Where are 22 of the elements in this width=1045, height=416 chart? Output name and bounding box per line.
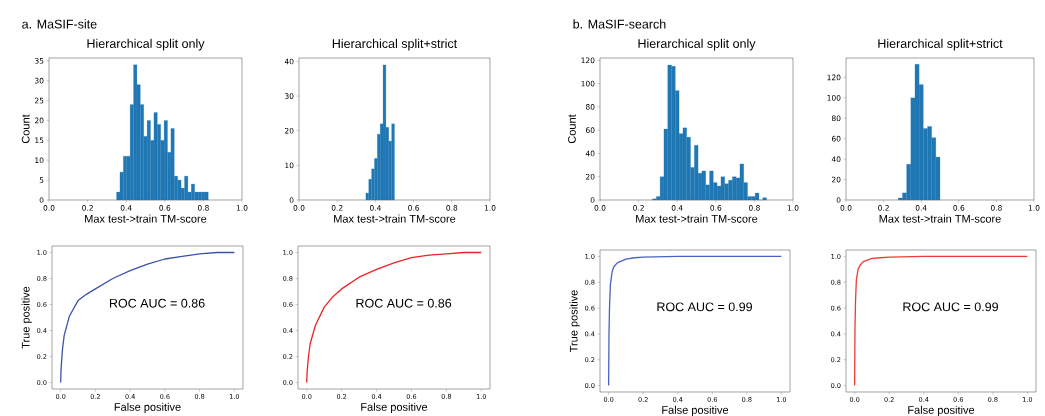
annotation: ROC AUC = 0.99 xyxy=(903,302,999,312)
x-axis-title: Max test->train TM-score xyxy=(85,214,207,223)
x-axis-title: Max test->train TM-score xyxy=(879,214,1001,223)
annotation: ROC AUC = 0.86 xyxy=(109,298,205,308)
x-axis-title: False positive xyxy=(662,405,729,416)
chart-title: Hierarchical split only xyxy=(87,38,205,51)
x-axis-title: Max test->train TM-score xyxy=(334,214,456,223)
x-axis-title: False positive xyxy=(908,405,975,416)
annotation: ROC AUC = 0.99 xyxy=(657,302,753,312)
text: b. MaSIF-search xyxy=(573,19,666,29)
chart-title: Hierarchical split+strict xyxy=(878,38,1003,51)
y-axis-title: True positive xyxy=(21,286,32,349)
chart-title: Hierarchical split only xyxy=(638,38,756,51)
y-axis-title: Count xyxy=(21,114,30,144)
x-axis-title: False positive xyxy=(114,402,181,414)
x-axis-title: False positive xyxy=(361,402,428,414)
y-axis-title: True positive xyxy=(569,290,580,353)
annotation: ROC AUC = 0.86 xyxy=(356,298,452,308)
y-axis-title: Count xyxy=(568,114,576,144)
x-axis-title: Max test->train TM-score xyxy=(636,214,758,223)
text: a. MaSIF-site xyxy=(22,19,97,29)
chart-title: Hierarchical split+strict xyxy=(332,38,458,51)
